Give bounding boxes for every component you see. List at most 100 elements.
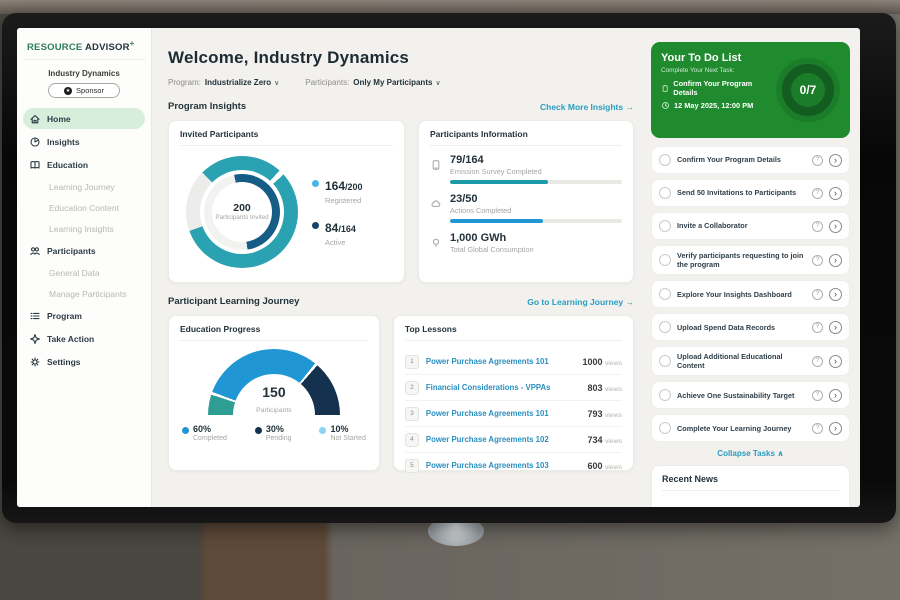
top-lessons-card: Top Lessons 1 Power Purchase Agreements … (393, 315, 634, 471)
chevron-right-icon[interactable]: › (829, 187, 842, 200)
task-checkbox[interactable] (659, 389, 671, 401)
task-checkbox[interactable] (659, 254, 671, 266)
sidebar-item-education[interactable]: Education (23, 154, 145, 175)
task-row-upload-educational-content[interactable]: Upload Additional Educational Content ? … (651, 346, 850, 376)
help-icon[interactable]: ? (812, 155, 823, 166)
lesson-link[interactable]: Power Purchase Agreements 102 (426, 435, 581, 444)
task-checkbox[interactable] (659, 422, 671, 434)
todo-panel: Your To Do List Complete Your Next Task:… (648, 28, 860, 507)
sidebar-item-learning-journey[interactable]: Learning Journey (23, 177, 145, 196)
task-checkbox[interactable] (659, 355, 671, 367)
sidebar-item-general-data[interactable]: General Data (23, 263, 145, 282)
legend-dot (312, 222, 319, 229)
help-icon[interactable]: ? (812, 289, 823, 300)
check-more-insights-link[interactable]: Check More Insights → (540, 102, 634, 112)
help-icon[interactable]: ? (812, 188, 823, 199)
lesson-row: 5 Power Purchase Agreements 103 600 view… (405, 453, 622, 478)
task-row-send-invitations[interactable]: Send 50 Invitations to Participants ? › (651, 179, 850, 207)
chevron-right-icon[interactable]: › (829, 389, 842, 402)
legend-item-pending: 30% Pending (255, 425, 292, 442)
chevron-right-icon[interactable]: › (829, 288, 842, 301)
collapse-tasks-link[interactable]: Collapse Tasks ∧ (651, 449, 850, 458)
participants-value: Only My Participants (353, 78, 432, 87)
task-checkbox[interactable] (659, 220, 671, 232)
legend-item-completed: 60% Completed (182, 425, 227, 442)
task-list: Confirm Your Program Details ? › Send 50… (651, 146, 850, 442)
task-checkbox[interactable] (659, 321, 671, 333)
go-to-learning-journey-link[interactable]: Go to Learning Journey → (527, 297, 634, 307)
participants-dropdown[interactable]: Participants:Only My Participants∨ (305, 78, 440, 87)
org-name: Industry Dynamics (23, 69, 145, 78)
background-wall-top (0, 0, 900, 14)
task-row-verify-participants[interactable]: Verify participants requesting to join t… (651, 245, 850, 275)
help-icon[interactable]: ? (812, 322, 823, 333)
todo-due-date: 12 May 2025, 12:00 PM (661, 101, 770, 110)
sidebar-item-label: Manage Participants (49, 289, 127, 299)
brand-plus: + (130, 39, 135, 48)
lesson-rank: 5 (405, 459, 419, 473)
lesson-link[interactable]: Power Purchase Agreements 103 (426, 461, 581, 470)
lesson-rank: 4 (405, 433, 419, 447)
recent-news-title: Recent News (662, 474, 839, 491)
task-row-upload-spend-data[interactable]: Upload Spend Data Records ? › (651, 313, 850, 341)
task-row-invite-collaborator[interactable]: Invite a Collaborator ? › (651, 212, 850, 240)
lesson-link[interactable]: Financial Considerations - VPPAs (426, 383, 581, 392)
help-icon[interactable]: ? (812, 221, 823, 232)
lesson-link[interactable]: Power Purchase Agreements 101 (426, 357, 576, 366)
card-title: Education Progress (180, 324, 368, 341)
legend-dot (182, 427, 189, 434)
brand-logo: RESOURCE ADVISOR+ (23, 37, 145, 60)
screen: RESOURCE ADVISOR+ Industry Dynamics ★ Sp… (17, 28, 860, 507)
clipboard-icon (661, 84, 669, 93)
todo-summary-card: Your To Do List Complete Your Next Task:… (651, 42, 850, 138)
program-dropdown[interactable]: Program:Industrialize Zero∨ (168, 78, 279, 87)
chevron-right-icon[interactable]: › (829, 321, 842, 334)
sponsor-label: Sponsor (76, 86, 104, 95)
help-icon[interactable]: ? (812, 356, 823, 367)
invited-donut-chart: 200 Participants Invited (186, 156, 298, 268)
chevron-right-icon[interactable]: › (829, 422, 842, 435)
sidebar-item-program[interactable]: Program (23, 305, 145, 326)
task-checkbox[interactable] (659, 154, 671, 166)
survey-icon (430, 154, 442, 184)
arrow-right-icon: → (626, 102, 635, 112)
sidebar-item-take-action[interactable]: Take Action (23, 328, 145, 349)
help-icon[interactable]: ? (812, 255, 823, 266)
task-checkbox[interactable] (659, 288, 671, 300)
progress-bar (450, 180, 622, 184)
sidebar-item-education-content[interactable]: Education Content (23, 198, 145, 217)
sidebar-item-label: Education (47, 160, 88, 170)
sidebar-item-settings[interactable]: Settings (23, 351, 145, 372)
sidebar-item-home[interactable]: Home (23, 108, 145, 129)
arrow-right-icon: → (626, 297, 635, 307)
legend-item-active: 84/164 Active (312, 219, 363, 247)
book-icon (29, 159, 41, 171)
help-icon[interactable]: ? (812, 423, 823, 434)
link-label: Check More Insights (540, 102, 623, 112)
task-row-explore-insights[interactable]: Explore Your Insights Dashboard ? › (651, 280, 850, 308)
chevron-right-icon[interactable]: › (829, 154, 842, 167)
sidebar-item-insights[interactable]: Insights (23, 131, 145, 152)
sidebar-item-manage-participants[interactable]: Manage Participants (23, 284, 145, 303)
task-row-achieve-sustainability-target[interactable]: Achieve One Sustainability Target ? › (651, 381, 850, 409)
help-icon[interactable]: ? (812, 390, 823, 401)
chevron-right-icon[interactable]: › (829, 254, 842, 267)
card-title: Participants Information (430, 129, 622, 146)
education-gauge-chart: 150 Participants (208, 349, 340, 415)
sidebar-item-label: Insights (47, 137, 80, 147)
lesson-row: 4 Power Purchase Agreements 102 734 view… (405, 427, 622, 453)
chevron-right-icon[interactable]: › (829, 355, 842, 368)
lesson-rank: 1 (405, 355, 419, 369)
lesson-link[interactable]: Power Purchase Agreements 101 (426, 409, 581, 418)
sidebar-item-label: Settings (47, 357, 81, 367)
participants-label: Participants: (305, 78, 349, 87)
chevron-right-icon[interactable]: › (829, 220, 842, 233)
task-row-confirm-program[interactable]: Confirm Your Program Details ? › (651, 146, 850, 174)
task-checkbox[interactable] (659, 187, 671, 199)
section-title-program-insights: Program Insights (168, 101, 246, 112)
sidebar-item-participants[interactable]: Participants (23, 240, 145, 261)
sidebar-item-learning-insights[interactable]: Learning Insights (23, 219, 145, 238)
task-row-complete-learning-journey[interactable]: Complete Your Learning Journey ? › (651, 414, 850, 442)
legend-dot (312, 180, 319, 187)
participants-information-card: Participants Information 79/164 Emission… (418, 120, 634, 283)
